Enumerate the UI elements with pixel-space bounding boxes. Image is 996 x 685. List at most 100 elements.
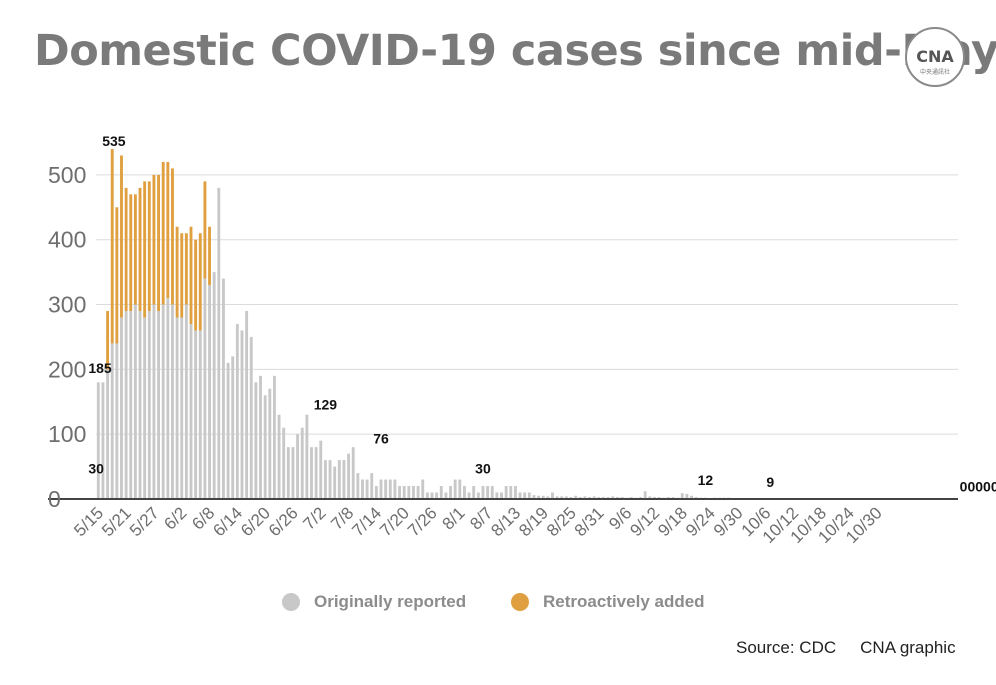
bar-original bbox=[184, 304, 188, 499]
bar-original bbox=[388, 479, 392, 499]
x-tick-label: 8/31 bbox=[571, 503, 608, 540]
bar-retro bbox=[189, 226, 193, 324]
bar-original bbox=[435, 492, 439, 499]
bar-original bbox=[356, 473, 360, 499]
bar-original bbox=[490, 486, 494, 499]
bar-original bbox=[217, 187, 221, 499]
y-tick-label: 100 bbox=[48, 421, 86, 447]
data-labels: 301855351297630129200000 bbox=[88, 133, 996, 494]
data-label: 535 bbox=[102, 133, 126, 149]
bar-original bbox=[180, 317, 184, 499]
bar-original bbox=[120, 317, 123, 499]
bar-retro bbox=[180, 233, 184, 318]
grid-lines bbox=[96, 174, 958, 435]
bar-original bbox=[453, 479, 457, 499]
bar-original bbox=[351, 447, 355, 499]
x-tick-label: 7/20 bbox=[376, 503, 413, 540]
bar-original bbox=[161, 304, 165, 499]
bar-original bbox=[226, 362, 230, 499]
data-label: 30 bbox=[88, 461, 104, 477]
bar-original bbox=[115, 343, 119, 499]
bar-original bbox=[421, 479, 425, 499]
legend-label-retro: Retroactively added bbox=[543, 592, 705, 611]
bar-original bbox=[245, 311, 249, 499]
bar-retro bbox=[124, 187, 128, 312]
bar-original bbox=[133, 304, 137, 499]
x-tick-label: 9/30 bbox=[710, 503, 747, 540]
legend-label-original: Originally reported bbox=[314, 592, 467, 611]
bar-original bbox=[518, 492, 522, 499]
x-tick-label: 6/20 bbox=[237, 503, 274, 540]
bar-original bbox=[203, 278, 207, 499]
bar-original bbox=[194, 330, 198, 499]
bar-original bbox=[643, 491, 647, 499]
bar-original bbox=[532, 495, 536, 499]
bar-original bbox=[129, 311, 133, 499]
bar-original bbox=[527, 492, 531, 499]
data-label: 129 bbox=[314, 396, 338, 412]
bar-original bbox=[198, 330, 202, 499]
tail-zero-labels: 00000 bbox=[960, 479, 996, 495]
bar-retro bbox=[157, 174, 161, 312]
x-tick-label: 9/24 bbox=[682, 503, 719, 540]
bar-original bbox=[328, 460, 332, 499]
x-tick-label: 8/13 bbox=[487, 503, 524, 540]
bar-original bbox=[212, 272, 216, 499]
page-title: Domestic COVID-19 cases since mid-May bbox=[34, 26, 996, 76]
bar-original bbox=[231, 356, 235, 499]
legend-swatch-retro bbox=[511, 593, 529, 611]
bar-original bbox=[305, 414, 309, 499]
bar-original bbox=[574, 495, 578, 499]
y-tick-label: 0 bbox=[48, 486, 61, 512]
legend-item-retroactively-added: Retroactively added bbox=[511, 592, 705, 612]
x-tick-label: 8/25 bbox=[543, 503, 580, 540]
bar-original bbox=[513, 486, 517, 499]
y-tick-labels: 0 100 200 300 400 500 bbox=[48, 162, 86, 512]
bar-original bbox=[124, 311, 128, 499]
bar-original bbox=[537, 495, 541, 499]
bar-retro bbox=[198, 233, 202, 331]
bar-original bbox=[268, 388, 272, 499]
bar-original bbox=[272, 375, 276, 499]
bar-original bbox=[481, 486, 485, 499]
bar-original bbox=[157, 311, 161, 499]
bar-original bbox=[430, 492, 434, 499]
x-tick-labels: 5/155/215/276/26/86/146/206/267/27/87/14… bbox=[70, 503, 885, 547]
bar-retro bbox=[194, 239, 198, 331]
bar-original bbox=[342, 460, 346, 499]
bar-original bbox=[370, 473, 374, 499]
bar-original bbox=[583, 496, 587, 499]
bar-original bbox=[523, 492, 527, 499]
cna-logo-icon: CNA 中央通訊社 bbox=[905, 27, 965, 87]
bar-retro bbox=[120, 155, 123, 318]
bar-original bbox=[365, 479, 369, 499]
bar-original bbox=[333, 466, 337, 499]
bar-original bbox=[564, 496, 568, 499]
legend-item-originally-reported: Originally reported bbox=[282, 592, 466, 612]
bar-original bbox=[249, 336, 253, 499]
bar-original bbox=[240, 330, 244, 499]
y-tick-label: 300 bbox=[48, 292, 86, 318]
y-tick-label: 400 bbox=[48, 227, 86, 253]
bar-original bbox=[685, 493, 689, 499]
x-tick-label: 6/14 bbox=[209, 503, 246, 540]
bar-original bbox=[291, 447, 295, 499]
bar-original bbox=[462, 486, 466, 499]
bar-retro bbox=[133, 194, 137, 305]
data-label: 12 bbox=[698, 472, 714, 488]
bar-original bbox=[319, 440, 323, 499]
bar-original bbox=[592, 496, 596, 499]
bar-original bbox=[277, 414, 281, 499]
bar-retro bbox=[166, 161, 170, 299]
bar-retro bbox=[161, 161, 165, 305]
bar-original bbox=[402, 486, 406, 499]
bar-original bbox=[96, 382, 100, 499]
bar-original bbox=[374, 486, 378, 499]
bar-original bbox=[560, 496, 564, 499]
bar-original bbox=[509, 486, 513, 499]
bar-original bbox=[551, 492, 554, 499]
x-tick-label: 9/18 bbox=[654, 503, 691, 540]
bar-original bbox=[110, 343, 114, 499]
bar-original bbox=[286, 447, 290, 499]
